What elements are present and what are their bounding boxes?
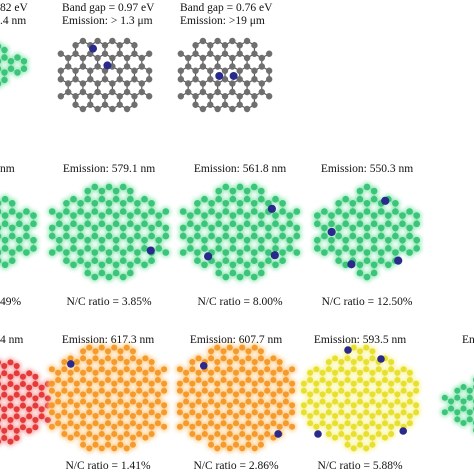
row3-ratio-2: N/C ratio = 2.86% bbox=[193, 460, 279, 472]
row3-ratio-3: N/C ratio = 5.88% bbox=[317, 460, 403, 472]
nitrogen-atom bbox=[381, 196, 390, 205]
bandgap-flake-c-atoms bbox=[177, 37, 273, 113]
nitrogen-atom bbox=[215, 71, 224, 80]
nitrogen-atom bbox=[327, 227, 336, 237]
nitrogen-atom bbox=[267, 204, 276, 213]
partial-red-flake-atoms bbox=[0, 359, 51, 445]
nitrogen-atom bbox=[204, 252, 213, 261]
nitrogen-atom bbox=[274, 430, 282, 438]
bandgap-flake-b-atoms bbox=[57, 37, 153, 113]
row2-ratio-1: N/C ratio = 3.85% bbox=[66, 296, 152, 308]
partial-green-flake-top-atoms bbox=[0, 43, 28, 87]
nitrogen-atom bbox=[89, 44, 97, 53]
partial-red-flake bbox=[0, 357, 53, 447]
green-flake-2-atoms bbox=[179, 183, 301, 281]
partial-red-flake-glow bbox=[0, 357, 53, 447]
row2-ratio-2: N/C ratio = 8.00% bbox=[197, 296, 283, 308]
partial-green-flake-top bbox=[0, 41, 29, 89]
bandgap-label-b: Band gap = 0.97 eV bbox=[62, 2, 155, 14]
partial-green-flake-row2-glow bbox=[0, 194, 39, 270]
nitrogen-atom bbox=[399, 427, 408, 435]
partial-green-flake-right bbox=[440, 375, 474, 435]
row3-partial-right: En bbox=[462, 334, 474, 346]
emission-label-c: Emission: >19 μm bbox=[180, 15, 265, 27]
green-flake-1 bbox=[47, 182, 171, 282]
bandgap-flake-c bbox=[177, 37, 273, 113]
nitrogen-atom bbox=[377, 355, 385, 363]
row3-ratio-1: N/C ratio = 1.41% bbox=[65, 460, 151, 472]
row3-emission-3: Emission: 593.5 nm bbox=[313, 334, 407, 346]
yellow-flake-3-atoms bbox=[300, 344, 420, 452]
row3-emission-1: Emission: 617.3 nm bbox=[61, 334, 155, 346]
row2-partial-ratio: 49% bbox=[0, 296, 22, 308]
green-flake-2-glow bbox=[178, 182, 302, 282]
partial-emission-label: .4 nm bbox=[0, 15, 27, 27]
bandgap-flake-b bbox=[57, 37, 153, 113]
green-flake-1-atoms bbox=[48, 183, 170, 281]
green-flake-2 bbox=[178, 182, 302, 282]
partial-green-flake-right-atoms bbox=[441, 377, 474, 433]
partial-green-flake-right-glow bbox=[440, 375, 474, 435]
green-flake-3 bbox=[312, 182, 422, 282]
orange-flake-2-glow bbox=[175, 343, 297, 453]
orange-flake-1 bbox=[47, 343, 169, 453]
row2-emission-1: Emission: 579.1 nm bbox=[62, 163, 156, 175]
row2-emission-2: Emission: 561.8 nm bbox=[193, 163, 287, 175]
row3-emission-2: Emission: 607.7 nm bbox=[189, 334, 283, 346]
nitrogen-atom bbox=[229, 71, 238, 80]
yellow-flake-3 bbox=[299, 343, 421, 453]
nitrogen-atom bbox=[103, 61, 112, 70]
row2-emission-3: Emission: 550.3 nm bbox=[320, 163, 414, 175]
row2-partial-emission: nm bbox=[0, 163, 15, 175]
nitrogen-atom bbox=[314, 430, 322, 438]
green-flake-1-glow bbox=[47, 182, 171, 282]
orange-flake-1-atoms bbox=[48, 344, 168, 452]
bandgap-label-c: Band gap = 0.76 eV bbox=[180, 2, 273, 14]
nitrogen-atom bbox=[270, 251, 279, 260]
nitrogen-atom bbox=[67, 360, 75, 368]
row3-partial-emission: 4 nm bbox=[0, 334, 24, 346]
nitrogen-atom bbox=[347, 260, 356, 269]
nitrogen-atom bbox=[199, 361, 208, 370]
partial-green-flake-row2 bbox=[0, 194, 39, 270]
nitrogen-atom bbox=[344, 346, 352, 354]
partial-bandgap-label: 82 eV bbox=[0, 2, 28, 14]
partial-green-flake-row2-atoms bbox=[0, 195, 37, 269]
emission-label-b: Emission: > 1.3 μm bbox=[62, 15, 153, 27]
row2-ratio-3: N/C ratio = 12.50% bbox=[321, 296, 413, 308]
nitrogen-atom bbox=[394, 256, 403, 265]
orange-flake-2 bbox=[175, 343, 297, 453]
nitrogen-atom bbox=[146, 246, 155, 255]
